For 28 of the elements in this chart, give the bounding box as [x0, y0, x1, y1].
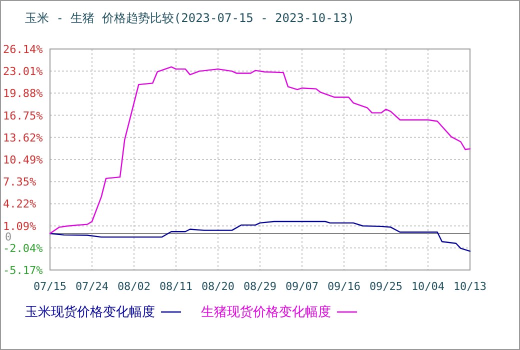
x-tick-label: 08/20 [201, 280, 235, 293]
y-tick-label: 0 [5, 230, 12, 244]
x-tick-label: 09/07 [285, 280, 319, 293]
line-series [49, 220, 471, 252]
x-tick-label: 07/24 [75, 280, 109, 293]
x-tick-label: 08/11 [159, 280, 193, 293]
x-tick-label: 08/02 [117, 280, 151, 293]
y-tick-label: 16.75% [3, 109, 44, 122]
y-tick-label: 4.22% [3, 198, 36, 211]
legend-label: 生猪现货价格变化幅度 [201, 304, 331, 320]
y-tick-label: 19.88% [3, 87, 44, 100]
y-tick-label: 23.01% [3, 65, 44, 78]
y-tick-label: 13.62% [3, 131, 44, 144]
y-tick-label: -2.04% [3, 242, 44, 255]
y-tick-label: 26.14% [3, 43, 44, 56]
x-tick-label: 09/16 [327, 280, 361, 293]
y-tick-label: -5.17% [3, 264, 44, 277]
y-tick-label: 10.49% [3, 153, 44, 166]
x-tick-label: 10/04 [411, 280, 445, 293]
chart-title: 玉米 - 生猪 价格趋势比较(2023-07-15 - 2023-10-13) [25, 11, 355, 25]
line-series [49, 66, 471, 234]
y-tick-label: 7.35% [3, 176, 36, 189]
x-tick-label: 07/15 [33, 280, 67, 293]
legend-label: 玉米现货价格变化幅度 [25, 304, 155, 320]
x-tick-label: 08/29 [243, 280, 277, 293]
x-tick-label: 09/25 [369, 280, 403, 293]
y-tick-label: 1.09% [3, 220, 36, 233]
x-tick-label: 10/13 [453, 280, 487, 293]
